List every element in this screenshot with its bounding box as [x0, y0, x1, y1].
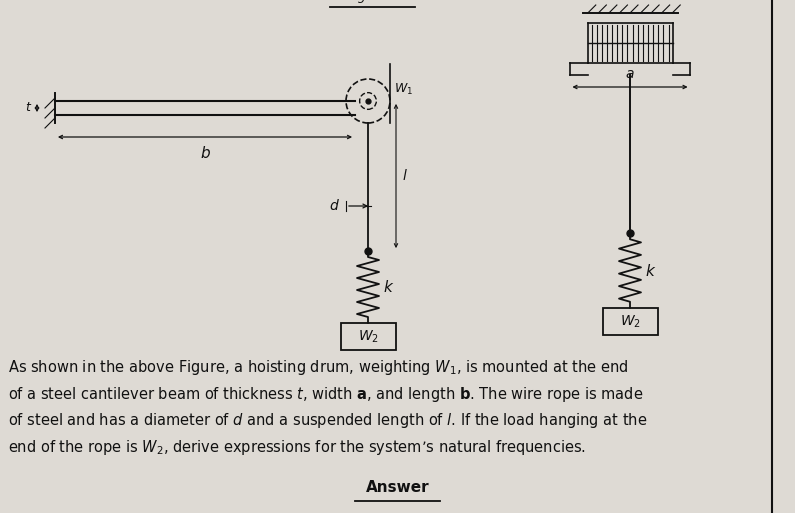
Bar — [603, 308, 657, 335]
Text: As shown in the above Figure, a hoisting drum, weighting $W_1$, is mounted at th: As shown in the above Figure, a hoisting… — [8, 358, 647, 457]
Text: Answer: Answer — [366, 480, 429, 495]
Text: $a$: $a$ — [625, 67, 634, 81]
Text: $t$: $t$ — [25, 102, 32, 114]
Text: $W_1$: $W_1$ — [394, 82, 413, 96]
Text: $b$: $b$ — [200, 145, 211, 161]
Text: $W_2$: $W_2$ — [619, 313, 641, 330]
Text: $k$: $k$ — [383, 279, 394, 295]
Text: Figure 1: Figure 1 — [347, 0, 398, 3]
Text: $d$: $d$ — [329, 199, 340, 213]
Text: $k$: $k$ — [645, 263, 657, 279]
Text: $l$: $l$ — [402, 168, 408, 184]
Bar — [340, 323, 395, 350]
Text: $W_2$: $W_2$ — [358, 328, 378, 345]
